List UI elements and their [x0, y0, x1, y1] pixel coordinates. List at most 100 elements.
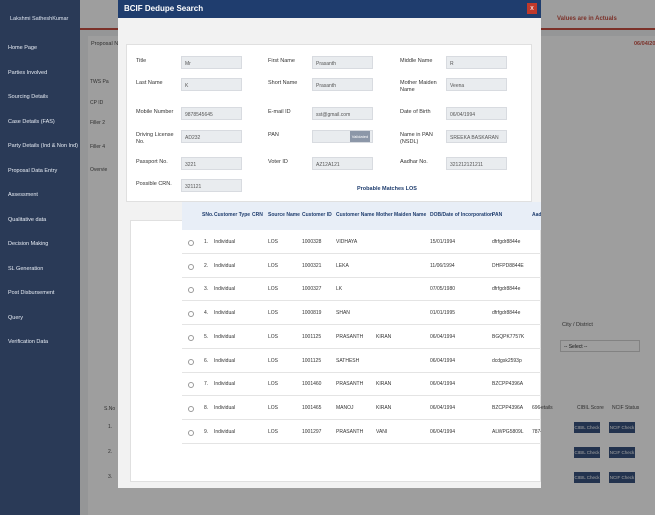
- row-radio[interactable]: [188, 382, 194, 389]
- field-input[interactable]: AD232: [181, 130, 242, 143]
- field-input[interactable]: Prasanth: [312, 78, 373, 91]
- field-input[interactable]: Veena: [446, 78, 507, 91]
- table-cell: 8.: [204, 404, 209, 411]
- field-input[interactable]: sst@gmail.com: [312, 107, 373, 120]
- table-cell: dfrfgdr8844e: [492, 286, 521, 293]
- column-header: Aadhar: [532, 212, 541, 218]
- table-cell: Individual: [214, 381, 236, 388]
- field-label: First Name: [268, 58, 295, 64]
- field-input[interactable]: 321121 Probable Matches LOS SNo. Customer T…: [181, 179, 541, 444]
- menu-item[interactable]: Sourcing Details: [8, 94, 49, 100]
- menu-item[interactable]: Post Disbursement: [8, 290, 55, 296]
- field-label: Mobile Number: [136, 109, 174, 115]
- table-cell: LOS: [268, 357, 279, 364]
- field-input[interactable]: 3221: [181, 157, 242, 170]
- field-input[interactable]: Prasanth: [312, 56, 373, 69]
- modal-title: BCIF Dedupe Search: [124, 4, 204, 13]
- field-input[interactable]: R: [446, 56, 507, 69]
- menu-item[interactable]: Parties Involved: [8, 69, 48, 76]
- field-label: Short Name: [268, 80, 298, 86]
- field-label: CP ID: [90, 100, 104, 106]
- table-cell: 06/04/1994: [430, 404, 456, 411]
- menu-item[interactable]: Assessment: [8, 192, 38, 198]
- table-cell: LOS: [268, 428, 279, 435]
- column-header: CRN: [252, 212, 263, 218]
- ncif-check-button[interactable]: NCIF Check: [609, 447, 635, 458]
- cibil-check-button[interactable]: CIBIL Check: [574, 422, 600, 433]
- column-header: PAN: [492, 212, 503, 218]
- table-cell: Individual: [214, 404, 236, 411]
- field-label: Mother Maiden Name: [400, 80, 437, 93]
- field-label: Filler 4: [90, 144, 106, 150]
- column-header: Customer ID: [302, 212, 332, 218]
- table-cell: dcdgsk2593p: [492, 357, 522, 364]
- menu-item[interactable]: Party Details (Ind & Non Ind): [8, 143, 79, 149]
- row-divider: [182, 253, 541, 254]
- field-label: Last Name: [136, 80, 163, 86]
- menu-item[interactable]: Query: [8, 314, 23, 321]
- form-card: [126, 44, 532, 202]
- table-card: [130, 220, 541, 482]
- row-divider: [182, 395, 541, 397]
- row-divider: [182, 300, 541, 302]
- table-cell: LOS: [268, 404, 279, 411]
- table-cell: LOS: [268, 286, 279, 293]
- row-radio[interactable]: [188, 263, 194, 270]
- row-radio[interactable]: [188, 287, 194, 294]
- column-header: DOB/Date of Incorporation: [430, 212, 494, 218]
- table-cell: PRASANTH: [336, 333, 364, 340]
- table-cell: 1.: [204, 239, 209, 245]
- table-cell: KIRAN: [376, 381, 392, 388]
- field-input[interactable]: Mr: [181, 56, 242, 69]
- field-input[interactable]: AZ12A121: [312, 157, 373, 170]
- row-radio[interactable]: [188, 334, 194, 341]
- field-input[interactable]: 9878545645: [181, 107, 242, 120]
- table-caption: Probable Matches LOS: [357, 186, 417, 192]
- field-label: TWS Pa: [90, 79, 109, 85]
- table-cell: 06/04/1994: [430, 381, 456, 388]
- menu-item[interactable]: Verification Data: [8, 339, 49, 345]
- field-input[interactable]: 321212121211: [446, 157, 507, 170]
- menu-item[interactable]: SL Generation: [8, 265, 44, 272]
- field-label: Driving License No.: [136, 132, 174, 145]
- validate-button[interactable]: Validated: [350, 131, 370, 142]
- table-cell: 6.: [204, 357, 209, 364]
- user-name: Lakshmi SatheshKumar: [10, 16, 69, 22]
- close-button[interactable]: x: [527, 3, 537, 14]
- ncif-check-button[interactable]: NCIF Check: [609, 472, 635, 483]
- field-input[interactable]: SREEKA BASKARAN: [446, 130, 507, 143]
- table-cell: SATHESH: [336, 357, 360, 364]
- field-label: Passport No.: [136, 159, 168, 165]
- proposal-label: Proposal No: [91, 41, 122, 47]
- field-input[interactable]: K: [181, 78, 242, 91]
- cibil-check-button[interactable]: CIBIL Check: [574, 447, 600, 458]
- table-cell: 7.: [204, 381, 209, 388]
- menu-item[interactable]: Case Details (FAS): [8, 118, 55, 125]
- field-label: Aadhar No.: [400, 159, 428, 165]
- table-cell: PRASANTH: [336, 428, 364, 435]
- row-divider: [182, 442, 541, 444]
- table-cell: 1001460: [302, 381, 322, 388]
- table-cell: 3.: [204, 286, 209, 293]
- row-radio[interactable]: [188, 429, 194, 436]
- row-radio[interactable]: [188, 358, 194, 365]
- field-input[interactable]: 06/04/1994: [446, 107, 507, 120]
- field-label: Middle Name: [400, 58, 433, 64]
- table-cell: 2.: [204, 262, 209, 269]
- ncif-check-button[interactable]: NCIF Check: [609, 422, 635, 433]
- city-select[interactable]: -- Select --: [560, 340, 640, 352]
- cibil-check-button[interactable]: CIBIL Check: [574, 472, 600, 483]
- row-radio[interactable]: [188, 240, 194, 246]
- menu-item[interactable]: Home Page: [8, 45, 38, 51]
- menu-item[interactable]: Qualitative data: [8, 216, 47, 223]
- column-header: Mother Maiden Name: [376, 212, 427, 218]
- menu-item[interactable]: Proposal Data Entry: [8, 167, 58, 174]
- row-radio[interactable]: [188, 405, 194, 412]
- table-cell: dfrfgdr8844e: [492, 239, 521, 245]
- menu-item[interactable]: Decision Making: [8, 241, 49, 247]
- table-cell: Individual: [214, 310, 236, 317]
- row-radio[interactable]: [188, 311, 194, 318]
- table-cell: Individual: [214, 357, 236, 364]
